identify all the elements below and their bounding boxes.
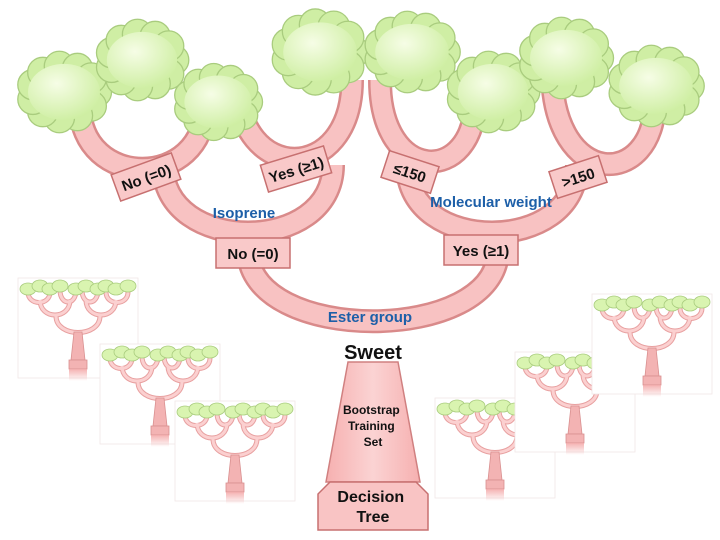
label-left-branch: No (=0) [227,246,278,263]
label-right-branch: Yes (≥1) [453,243,510,260]
label-box-right-left: ≤150 [380,149,440,195]
tree-branches [68,69,667,334]
leaf-canopy [608,44,705,128]
label-box-right-right: >150 [548,154,608,200]
label-box-left-branch: No (=0) [215,237,291,269]
forest-tree [17,277,139,381]
root-label: Sweet [344,342,402,364]
forest-group [17,277,713,504]
leaf-canopy [364,10,461,94]
leaf-canopies [17,8,705,142]
trunk-label-line-3: Set [364,435,383,449]
base-label: Decision Tree [337,489,408,526]
leaf-canopy [95,18,190,102]
forest-tree [591,293,713,397]
forest-tree [174,400,296,504]
label-box-right-branch: Yes (≥1) [443,234,519,266]
leaf-canopy [519,16,615,100]
tree-base [317,481,429,531]
feature-root: Ester group [328,309,412,326]
tree-trunk [325,361,421,483]
trunk-label-line-1: Bootstrap [343,403,400,417]
leaf-canopy [174,62,264,142]
feature-left: Isoprene [213,205,276,222]
trunk-label-line-2: Training [348,419,395,433]
base-label-line-2: Tree [357,509,390,526]
leaf-canopy [271,8,370,96]
trunk-label: Bootstrap Training Set [343,403,403,449]
leaf-canopy [17,50,113,134]
base-label-line-1: Decision [337,489,404,506]
feature-right: Molecular weight [430,194,552,211]
label-box-left-right: Yes (≥1) [259,145,333,193]
